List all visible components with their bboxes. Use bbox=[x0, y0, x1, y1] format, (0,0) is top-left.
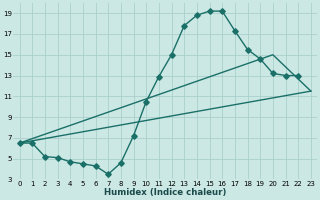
X-axis label: Humidex (Indice chaleur): Humidex (Indice chaleur) bbox=[104, 188, 226, 197]
